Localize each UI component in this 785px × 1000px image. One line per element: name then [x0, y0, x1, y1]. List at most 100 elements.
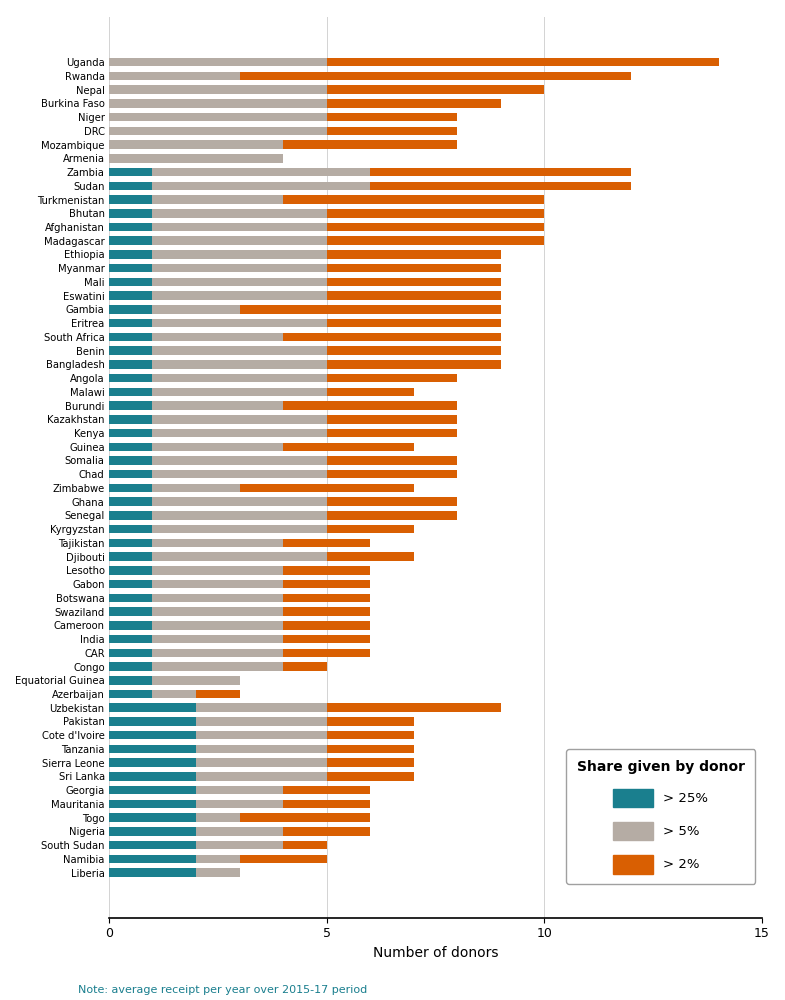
Bar	[371, 168, 631, 176]
Bar	[152, 456, 327, 465]
Bar	[327, 429, 457, 437]
Bar	[327, 511, 457, 520]
Bar	[152, 690, 196, 698]
Bar	[109, 360, 152, 369]
Bar	[152, 649, 283, 657]
Bar	[239, 855, 327, 863]
Bar	[327, 374, 457, 382]
Bar	[196, 841, 283, 849]
Bar	[239, 813, 371, 822]
Bar	[152, 182, 371, 190]
Bar	[109, 745, 196, 753]
Bar	[109, 113, 327, 121]
Bar	[109, 827, 196, 836]
Bar	[327, 731, 414, 739]
Bar	[152, 607, 283, 616]
Bar	[152, 552, 327, 561]
Bar	[152, 484, 239, 492]
Bar	[109, 786, 196, 794]
Bar	[152, 236, 327, 245]
Bar	[109, 635, 152, 643]
Bar	[196, 731, 327, 739]
Bar	[152, 401, 283, 410]
Bar	[327, 209, 544, 218]
Bar	[283, 195, 544, 204]
Bar	[109, 374, 152, 382]
Bar	[327, 58, 718, 66]
Bar	[152, 511, 327, 520]
Bar	[109, 346, 152, 355]
Bar	[327, 264, 501, 272]
Bar	[327, 470, 457, 478]
Bar	[327, 717, 414, 726]
Bar	[196, 827, 283, 836]
Bar	[327, 703, 501, 712]
Bar	[152, 594, 283, 602]
Bar	[109, 607, 152, 616]
Bar	[196, 745, 327, 753]
Bar	[109, 703, 196, 712]
Bar	[327, 456, 457, 465]
Bar	[109, 140, 283, 149]
Bar	[196, 868, 239, 877]
Bar	[109, 539, 152, 547]
Text: Note: average receipt per year over 2015-17 period: Note: average receipt per year over 2015…	[78, 985, 367, 995]
Bar	[109, 772, 196, 781]
Bar	[283, 443, 414, 451]
Bar	[109, 305, 152, 314]
Bar	[283, 635, 371, 643]
Bar	[283, 800, 371, 808]
Bar	[152, 305, 239, 314]
Bar	[327, 99, 501, 108]
Bar	[152, 470, 327, 478]
Bar	[109, 333, 152, 341]
Bar	[152, 662, 283, 671]
Bar	[109, 690, 152, 698]
Bar	[109, 58, 327, 66]
Bar	[152, 291, 327, 300]
Bar	[109, 85, 327, 94]
Bar	[327, 236, 544, 245]
Bar	[196, 800, 283, 808]
Bar	[109, 291, 152, 300]
Bar	[152, 415, 327, 424]
Bar	[109, 800, 196, 808]
Bar	[196, 772, 327, 781]
Bar	[109, 621, 152, 630]
Bar	[109, 429, 152, 437]
Bar	[109, 497, 152, 506]
Bar	[109, 209, 152, 218]
Bar	[152, 333, 283, 341]
Bar	[109, 868, 196, 877]
Bar	[239, 484, 414, 492]
Bar	[283, 140, 457, 149]
Bar	[196, 813, 239, 822]
Bar	[109, 182, 152, 190]
Bar	[109, 415, 152, 424]
Bar	[283, 607, 371, 616]
Bar	[283, 401, 457, 410]
Bar	[283, 333, 501, 341]
Bar	[152, 278, 327, 286]
Bar	[152, 360, 327, 369]
Bar	[109, 195, 152, 204]
Bar	[109, 594, 152, 602]
Bar	[283, 662, 327, 671]
Bar	[109, 649, 152, 657]
Bar	[327, 758, 414, 767]
Bar	[109, 278, 152, 286]
Bar	[196, 703, 327, 712]
Bar	[327, 127, 457, 135]
Bar	[152, 346, 327, 355]
Bar	[283, 539, 371, 547]
Bar	[109, 319, 152, 327]
Bar	[109, 470, 152, 478]
Bar	[152, 525, 327, 533]
Bar	[109, 168, 152, 176]
Bar	[109, 731, 196, 739]
Bar	[152, 319, 327, 327]
Bar	[196, 717, 327, 726]
Bar	[109, 676, 152, 685]
Bar	[109, 223, 152, 231]
Bar	[109, 662, 152, 671]
